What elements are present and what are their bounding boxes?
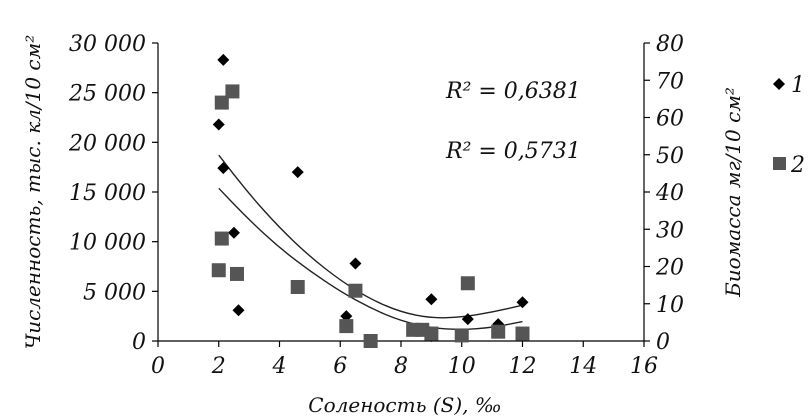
data-point-series-1	[227, 226, 240, 239]
data-point-series-2	[460, 276, 475, 291]
y2-tick-label: 0	[656, 330, 670, 355]
data-point-series-2	[515, 326, 530, 341]
x-tick-label: 10	[448, 354, 476, 379]
y-tick-label: 5 000	[83, 280, 146, 305]
data-point-series-2	[348, 283, 363, 298]
data-point-series-2	[211, 263, 226, 278]
y2-tick-label: 80	[656, 32, 684, 57]
data-point-series-2	[424, 326, 439, 341]
data-point-series-1	[217, 162, 230, 175]
x-axis-title: Соленость (S), ‰	[308, 393, 501, 417]
data-point-series-1	[516, 296, 529, 309]
r2-label-series-2: R² = 0,5731	[445, 139, 581, 164]
x-tick-label: 12	[509, 354, 537, 379]
trendline-group	[218, 154, 523, 330]
x-tick-label: 4	[272, 354, 287, 379]
trendline-series-2	[218, 187, 523, 330]
y2-tick-label: 60	[656, 107, 684, 132]
tick-group: 0 5 000 10 000 15 000 20 000 25 000 30 000 0 10 2…	[68, 32, 684, 379]
y-axis-right-title: Биомасса мг/10 см²	[721, 87, 745, 298]
x-tick-label: 0	[151, 354, 165, 379]
data-point-series-2	[229, 266, 244, 281]
legend-marker-series-2	[773, 157, 786, 170]
y2-tick-label: 30	[656, 218, 684, 243]
data-point-series-2	[225, 84, 240, 99]
x-tick-label: 6	[333, 354, 347, 379]
data-point-series-2	[290, 279, 305, 294]
marker-group	[211, 53, 530, 348]
y-tick-label: 25 000	[68, 82, 146, 107]
y2-tick-label: 40	[655, 181, 684, 206]
y2-tick-label: 50	[656, 144, 684, 169]
legend-marker-series-1	[773, 78, 785, 90]
y-tick-label: 0	[132, 330, 146, 355]
y2-tick-label: 70	[656, 69, 684, 94]
y-axis-left-title: Численность, тыс. кл/10 см²	[21, 35, 45, 349]
trendline-series-1	[218, 154, 523, 319]
data-point-series-1	[349, 257, 362, 270]
data-point-series-1	[461, 313, 474, 326]
legend-label-series-1: 1	[791, 73, 805, 98]
data-point-series-1	[217, 53, 230, 66]
x-tick-label: 2	[211, 354, 226, 379]
data-point-series-1	[212, 118, 225, 131]
x-tick-label: 14	[569, 354, 597, 379]
y-tick-label: 10 000	[69, 231, 146, 256]
data-point-series-2	[454, 328, 469, 343]
r2-label-series-1: R² = 0,6381	[445, 79, 581, 104]
data-point-series-2	[363, 334, 378, 348]
y-tick-label: 15 000	[69, 181, 146, 206]
data-point-series-2	[214, 231, 229, 246]
y2-tick-label: 10	[656, 293, 684, 318]
y-tick-label: 30 000	[69, 32, 146, 57]
data-point-series-2	[339, 319, 354, 334]
x-tick-label: 16	[630, 354, 658, 379]
y-tick-label: 20 000	[68, 131, 146, 156]
data-point-series-2	[214, 95, 229, 110]
legend: 1 2	[773, 73, 805, 178]
x-tick-label: 8	[394, 354, 408, 379]
data-point-series-1	[425, 293, 438, 306]
legend-label-series-2: 2	[790, 153, 805, 178]
data-point-series-1	[291, 166, 304, 179]
data-point-series-2	[491, 324, 506, 339]
data-point-series-1	[232, 304, 245, 317]
y2-tick-label: 20	[655, 256, 684, 281]
